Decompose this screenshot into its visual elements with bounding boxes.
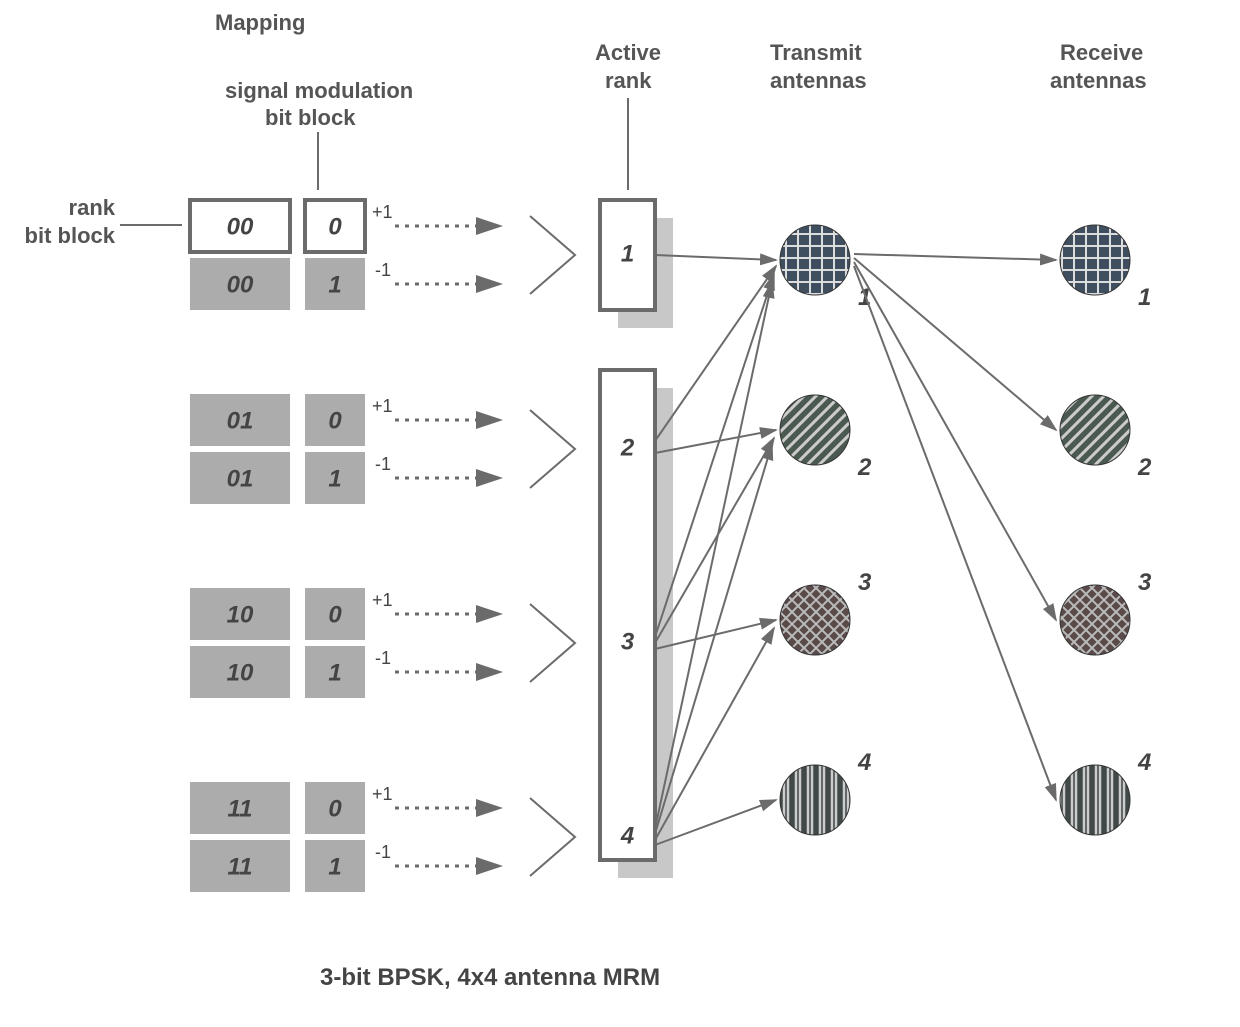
bracket — [530, 216, 575, 294]
label-rankbit-1: rank — [69, 195, 116, 220]
header-activerank-2: rank — [605, 68, 652, 93]
bracket — [530, 410, 575, 488]
rx-antenna-label: 1 — [1138, 284, 1151, 311]
mod-bit-value: 1 — [328, 853, 341, 880]
bpsk-plus: +1 — [372, 202, 393, 222]
rank-bit-value: 11 — [228, 853, 253, 880]
rank-bit-value: 10 — [227, 601, 254, 628]
rank-bit-value: 10 — [227, 659, 254, 686]
rx-antenna-label: 3 — [1138, 569, 1152, 596]
tx-to-rx-arrow — [854, 254, 1056, 260]
bpsk-plus: +1 — [372, 396, 393, 416]
active-rank-label: 2 — [620, 434, 635, 461]
tx-antenna-label: 2 — [857, 454, 872, 481]
rx-antenna — [1060, 585, 1130, 655]
bpsk-minus: -1 — [375, 260, 391, 280]
bpsk-minus: -1 — [375, 648, 391, 668]
bracket — [530, 798, 575, 876]
rank-bit-value: 00 — [227, 213, 254, 240]
rank-to-tx-arrow — [655, 266, 776, 441]
caption: 3-bit BPSK, 4x4 antenna MRM — [320, 964, 660, 991]
bpsk-minus: -1 — [375, 454, 391, 474]
tx-to-rx-arrow — [854, 266, 1056, 800]
tx-antenna — [780, 585, 850, 655]
bpsk-minus: -1 — [375, 842, 391, 862]
tx-antenna-label: 3 — [858, 569, 872, 596]
header-receive-1: Receive — [1060, 40, 1143, 65]
rank-bit-value: 00 — [227, 271, 254, 298]
active-rank-1-label: 1 — [621, 240, 634, 267]
mod-bit-value: 1 — [328, 465, 341, 492]
rank-bit-value: 01 — [227, 465, 254, 492]
bpsk-plus: +1 — [372, 590, 393, 610]
active-rank-label: 3 — [621, 628, 635, 655]
header-receive-2: antennas — [1050, 68, 1147, 93]
mod-bit-value: 0 — [328, 795, 342, 822]
mod-bit-value: 0 — [328, 407, 342, 434]
mrm-diagram: Mappingsignal modulationbit blockActiver… — [0, 0, 1240, 1027]
tx-antenna-label: 4 — [857, 749, 871, 776]
rx-antenna — [1060, 765, 1130, 835]
rx-antenna — [1060, 225, 1130, 295]
header-transmit-1: Transmit — [770, 40, 862, 65]
tx-antenna — [780, 225, 850, 295]
tx-to-rx-arrow — [854, 262, 1056, 620]
active-rank-label: 4 — [620, 822, 634, 849]
bpsk-plus: +1 — [372, 784, 393, 804]
mod-bit-value: 1 — [328, 659, 341, 686]
mod-bit-value: 1 — [328, 271, 341, 298]
header-activerank-1: Active — [595, 40, 661, 65]
rx-antenna-label: 4 — [1137, 749, 1151, 776]
rank-bit-value: 01 — [227, 407, 254, 434]
header-transmit-2: antennas — [770, 68, 867, 93]
mod-bit-value: 0 — [328, 601, 342, 628]
header-signalmod-1: signal modulation — [225, 78, 413, 103]
mod-bit-value: 0 — [328, 213, 342, 240]
tx-antenna — [780, 765, 850, 835]
bracket — [530, 604, 575, 682]
label-rankbit-2: bit block — [25, 223, 116, 248]
header-signalmod-2: bit block — [265, 105, 356, 130]
rx-antenna — [1060, 395, 1130, 465]
rank-to-tx-arrow — [655, 255, 776, 260]
header-mapping: Mapping — [215, 10, 305, 35]
rank-bit-value: 11 — [228, 795, 253, 822]
rx-antenna-label: 2 — [1137, 454, 1152, 481]
tx-antenna — [780, 395, 850, 465]
